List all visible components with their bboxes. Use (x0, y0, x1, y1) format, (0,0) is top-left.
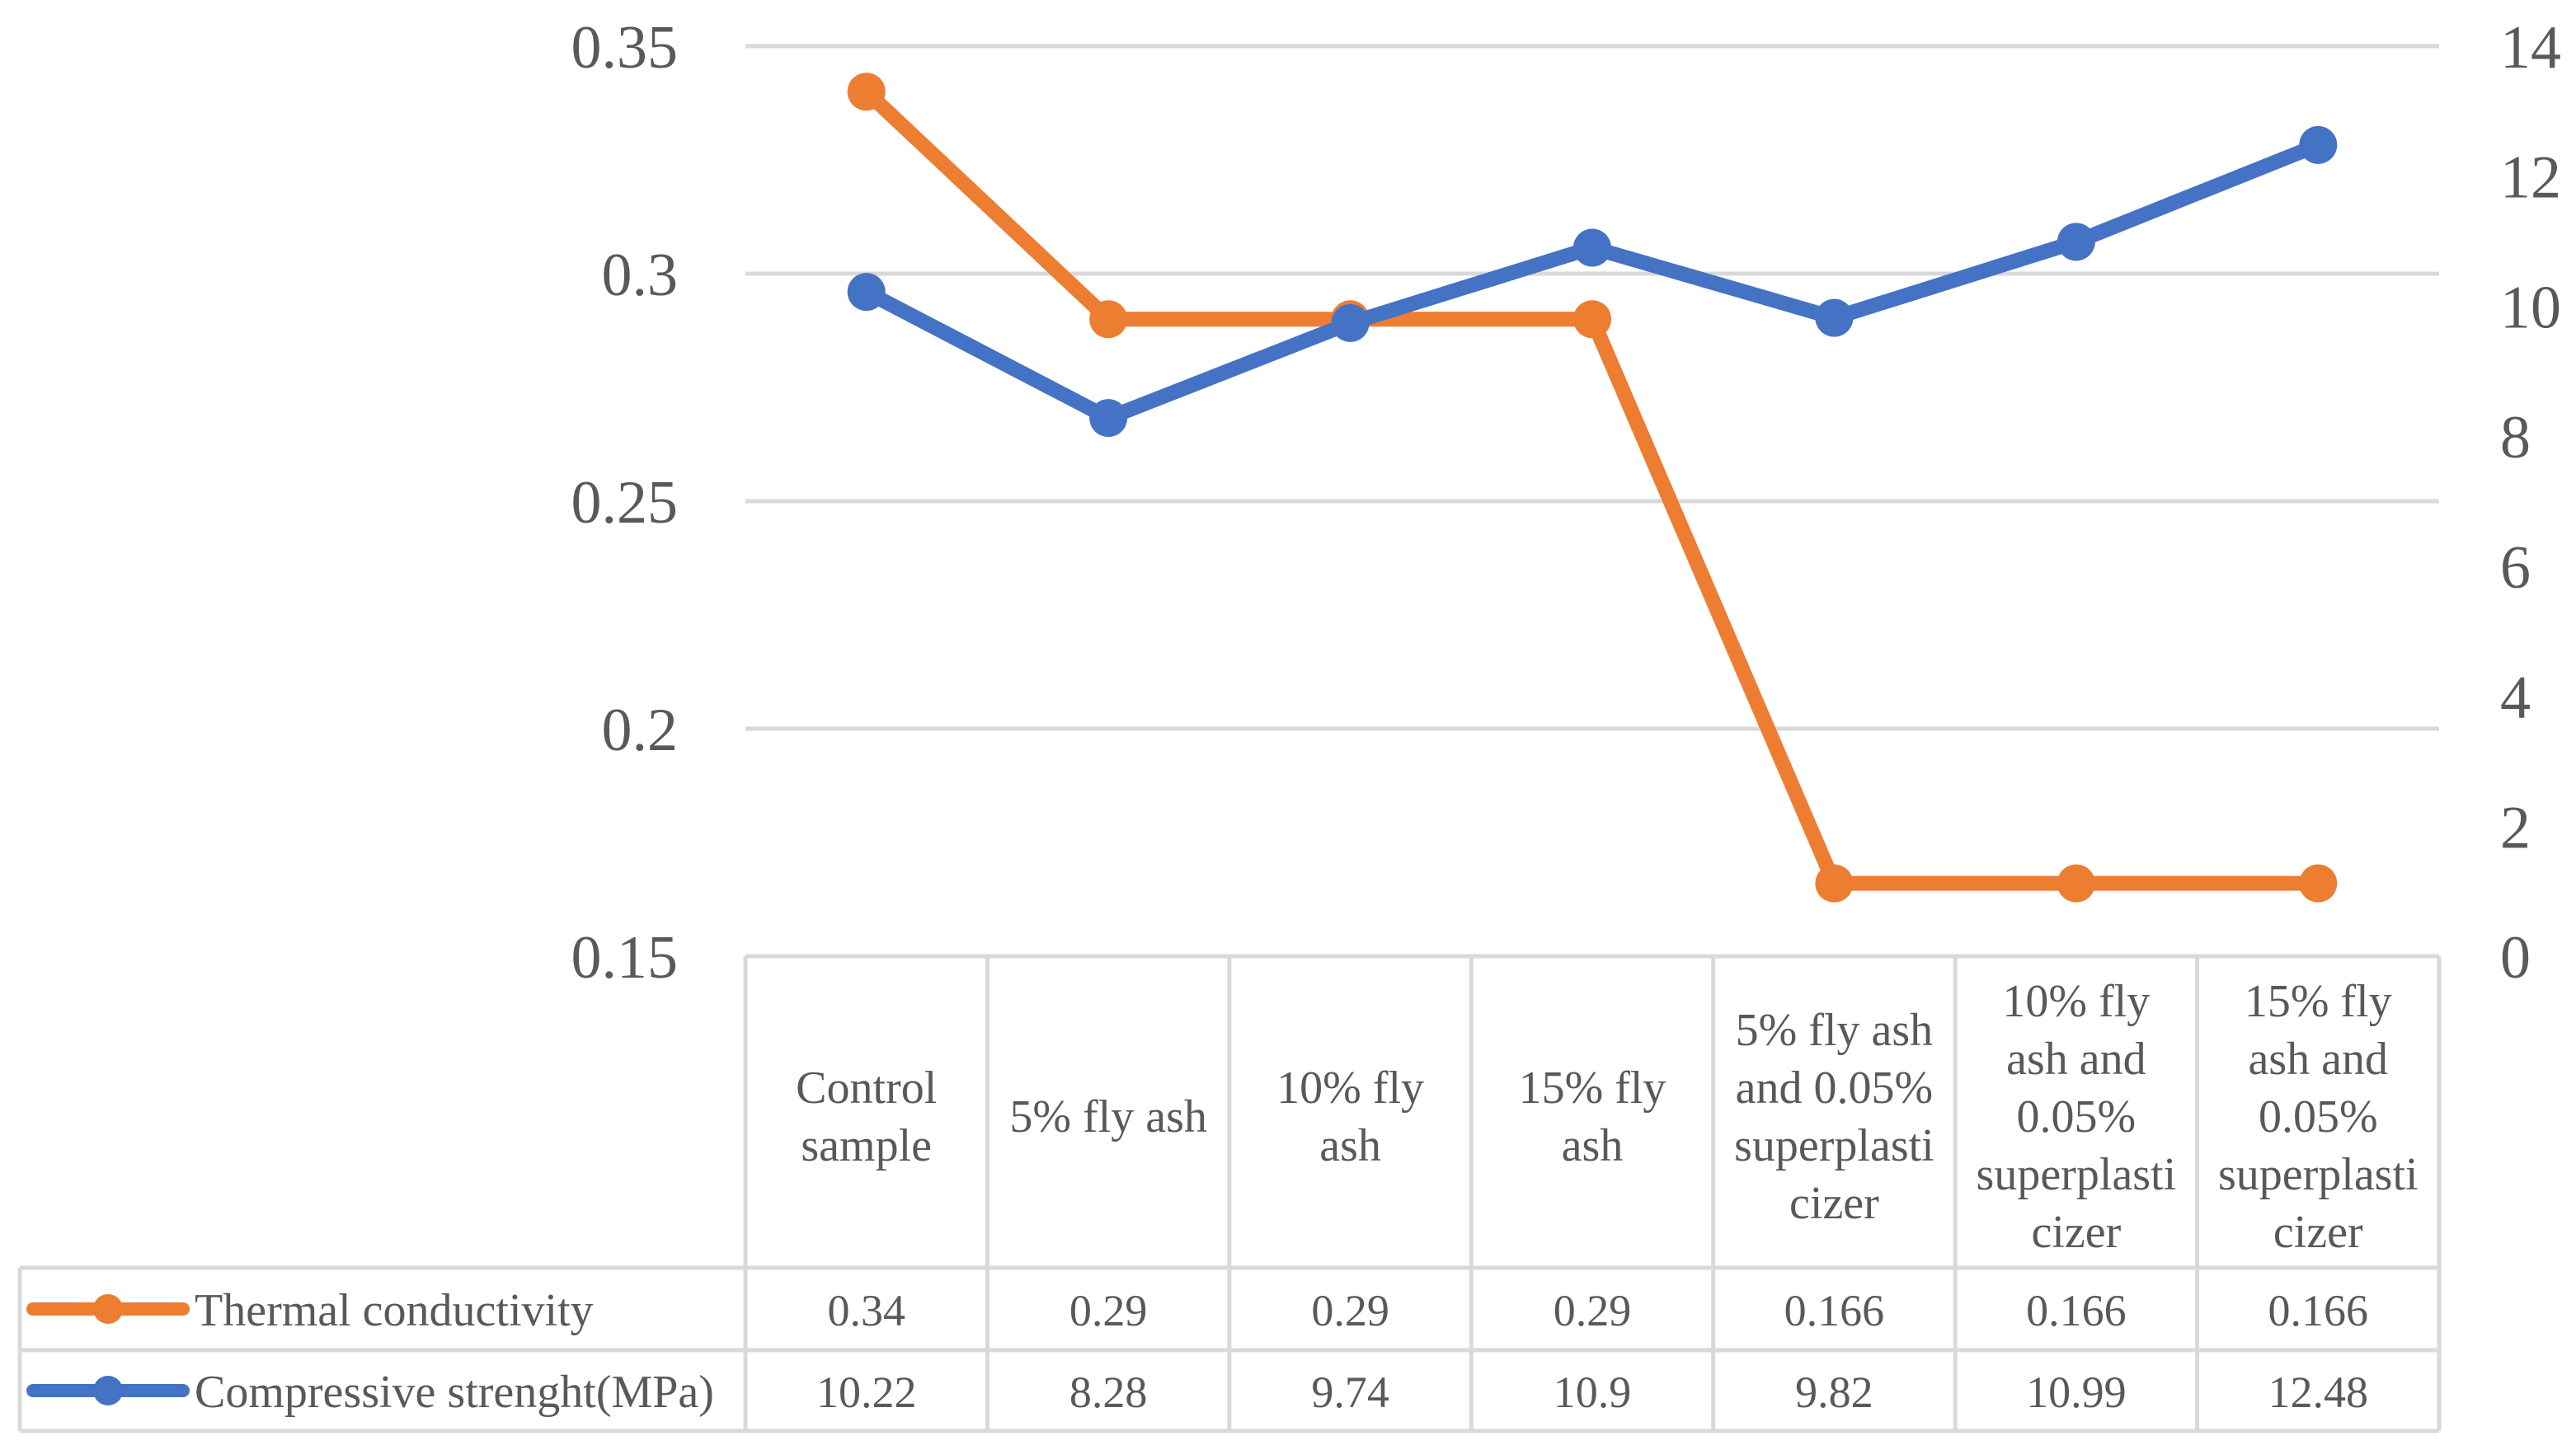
data-point (1573, 300, 1611, 339)
left-axis-tick-label: 0.3 (602, 242, 679, 309)
data-point (1331, 303, 1370, 342)
data-table-value: 10.99 (2026, 1368, 2127, 1417)
data-point (2299, 125, 2338, 164)
legend-label: Thermal conductivity (195, 1285, 594, 1336)
data-table-value: 10.9 (1554, 1368, 1632, 1417)
left-axis-tick-label: 0.2 (602, 697, 679, 764)
data-point (847, 273, 886, 312)
data-table-value: 0.166 (2026, 1286, 2127, 1335)
right-axis-tick-label: 8 (2500, 404, 2531, 472)
data-table-value: 0.166 (2268, 1286, 2369, 1335)
data-point (847, 73, 886, 111)
series-line (858, 137, 2326, 426)
category-label: 10% fly ash (1276, 1063, 1424, 1171)
data-table-value: 9.82 (1795, 1368, 1873, 1417)
data-table-value: 12.48 (2268, 1368, 2369, 1417)
right-axis-tick-label: 0 (2500, 924, 2531, 992)
category-label: 15% fly ash (1519, 1063, 1666, 1171)
legend-key-marker (93, 1294, 123, 1324)
category-label: 10% fly ash and 0.05% superplasti cizer (1977, 976, 2177, 1258)
right-axis-tick-label: 2 (2500, 794, 2531, 861)
data-table-value: 10.22 (816, 1368, 917, 1417)
right-axis-tick-labels: 0 2 4 6 8 10 12 14 (2500, 14, 2561, 992)
left-axis-tick-label: 0.15 (571, 924, 679, 992)
data-table-value: 0.34 (827, 1286, 905, 1335)
data-point (1573, 228, 1611, 267)
legend-key-marker (93, 1376, 123, 1405)
gridlines (745, 44, 2439, 731)
legend-label: Compressive strenght(MPa) (195, 1367, 714, 1418)
right-axis-tick-label: 10 (2500, 274, 2561, 341)
data-table-value: 0.29 (1554, 1286, 1632, 1335)
category-label: 5% fly ash (1009, 1091, 1207, 1142)
series-line (858, 84, 2326, 891)
right-axis-tick-label: 6 (2500, 534, 2531, 602)
category-label: 15% fly ash and 0.05% superplasti cizer (2218, 976, 2419, 1258)
data-table-value: 0.29 (1069, 1286, 1148, 1335)
category-label: Control sample (796, 1063, 937, 1171)
data-point (1089, 399, 1128, 438)
data-table: Control sample 5% fly ash 10% fly ash 15% fly… (17, 954, 2442, 1433)
data-point (2057, 223, 2095, 261)
series-lines (847, 73, 2338, 903)
data-table-value: 8.28 (1069, 1368, 1148, 1417)
data-table-value: 0.166 (1784, 1286, 1885, 1335)
left-axis-tick-label: 0.25 (571, 469, 679, 537)
data-table-value: 9.74 (1311, 1368, 1389, 1417)
right-axis-tick-label: 12 (2500, 144, 2561, 212)
left-axis-tick-labels: 0.15 0.2 0.25 0.3 0.35 (571, 14, 679, 992)
data-point (1089, 300, 1128, 339)
left-axis-tick-label: 0.35 (571, 14, 679, 82)
category-label: 5% fly ash and 0.05% superplasti cizer (1734, 1005, 1934, 1229)
data-point (1815, 864, 1854, 903)
data-table-value: 0.29 (1311, 1286, 1389, 1335)
right-axis-tick-label: 4 (2500, 664, 2531, 732)
right-axis-tick-label: 14 (2500, 14, 2561, 82)
data-point (2057, 864, 2095, 903)
data-point (2299, 864, 2338, 903)
data-point (1815, 298, 1854, 337)
